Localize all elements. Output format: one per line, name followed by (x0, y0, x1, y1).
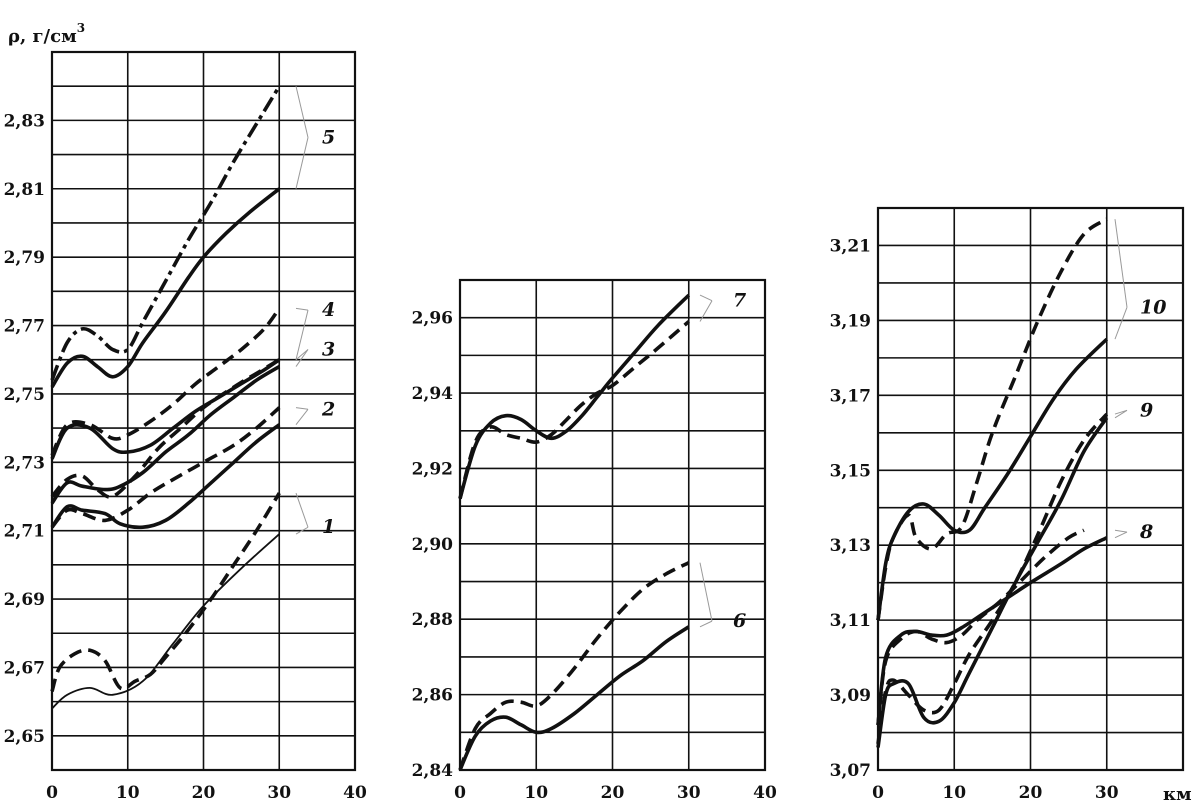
x-axis-unit-label: км (1163, 784, 1192, 804)
curve-label-9: 9 (1140, 399, 1153, 421)
y-tick-label: 2,69 (4, 590, 45, 610)
plot-frame (876, 206, 1185, 772)
chart-panel-right: 3,07 3,09 3,11 3,13 3,15 3,17 3,19 3,21 0 10 20 30 8… (830, 206, 1185, 803)
label-leader-line (295, 86, 309, 138)
plot-frame (458, 278, 767, 772)
label-leader-line (699, 300, 713, 322)
chart-panel-middle: 2,84 2,86 2,88 2,90 2,92 2,94 2,96 0 10 20 30 40 6 7 (412, 278, 777, 803)
label-leader-line (295, 408, 309, 425)
y-tick-label: 3,13 (830, 536, 871, 556)
x-tick-label: 0 (46, 783, 58, 803)
series-line-9-dashed (876, 412, 1109, 745)
label-leader-line (1114, 409, 1128, 419)
y-tick-label: 2,75 (4, 385, 45, 405)
y-tick-label: 2,90 (412, 535, 454, 555)
y-tick-label: 3,19 (830, 311, 871, 331)
series-line-5-solid (50, 187, 281, 389)
series-line-9-solid (876, 416, 1109, 748)
series-line-4-solid (50, 358, 281, 460)
x-tick-label: 10 (116, 783, 140, 803)
x-tick-label: 30 (267, 783, 291, 803)
x-tick-label: 10 (524, 783, 548, 803)
label-leader-line (295, 492, 309, 528)
curve-label-2: 2 (321, 398, 335, 420)
label-leader-line (295, 526, 309, 535)
series-line-7-solid (458, 293, 691, 500)
y-tick-label: 2,79 (4, 248, 45, 268)
label-leader-line (699, 562, 713, 622)
label-leader-line (1114, 409, 1128, 415)
y-tick-label: 2,86 (412, 686, 453, 706)
y-tick-label: 2,65 (4, 727, 45, 747)
y-tick-label: 2,81 (4, 180, 45, 200)
label-leader-line (295, 407, 309, 410)
curve-label-5: 5 (322, 126, 335, 148)
chart-panel-left: 2,65 2,67 2,69 2,71 2,73 2,75 2,77 2,79 2,81 2,83… (4, 50, 367, 803)
label-leader-line (1114, 529, 1128, 533)
y-tick-label: 2,84 (412, 761, 454, 781)
series-line-10-dashed (876, 217, 1108, 621)
y-tick-label: 3,21 (830, 236, 871, 256)
y-tick-label: 2,73 (4, 453, 45, 473)
y-tick-label: 3,09 (830, 686, 871, 706)
curve-label-10: 10 (1140, 296, 1166, 318)
label-leader-line (699, 620, 713, 628)
label-leader-line (295, 349, 309, 367)
y-tick-label: 2,77 (4, 317, 45, 337)
y-tick-label: 2,67 (4, 658, 45, 678)
series-line-2-solid (50, 423, 281, 530)
series-line-3-solid (50, 365, 281, 505)
label-leader-line (1114, 307, 1128, 340)
y-tick-label: 2,96 (412, 309, 453, 329)
x-tick-label: 0 (872, 783, 884, 803)
y-tick-label: 2,71 (4, 522, 45, 542)
curve-label-1: 1 (322, 516, 335, 538)
series-line-5-dashdot (50, 85, 281, 381)
x-tick-label: 30 (1095, 783, 1119, 803)
x-tick-label: 0 (454, 783, 466, 803)
series-line-1-solid-thin (51, 533, 280, 710)
label-leader-line (295, 349, 309, 361)
series-line-2-dashed (50, 406, 281, 529)
curve-label-8: 8 (1139, 521, 1153, 543)
label-leader-line (699, 294, 713, 302)
x-tick-label: 20 (1019, 783, 1043, 803)
series-line-1-dashed (50, 492, 281, 692)
label-leader-line (1114, 531, 1128, 539)
curve-label-7: 7 (733, 290, 746, 312)
x-tick-label: 40 (753, 783, 777, 803)
y-tick-label: 3,15 (830, 461, 871, 481)
y-tick-label: 2,83 (4, 111, 45, 131)
curve-label-4: 4 (322, 299, 335, 321)
y-tick-label: 3,07 (830, 761, 871, 781)
series-line-6-dashed (458, 561, 690, 771)
label-leader-line (295, 307, 309, 311)
x-tick-label: 10 (942, 783, 966, 803)
y-tick-label: 2,88 (412, 610, 453, 630)
y-tick-label: 3,11 (830, 611, 871, 631)
plot-frame (50, 50, 357, 772)
label-leader-line (295, 137, 309, 189)
x-tick-label: 20 (601, 783, 625, 803)
label-leader-line (1114, 219, 1128, 308)
y-axis-title: ρ, г/см3 (8, 21, 85, 47)
series-line-4-dashed (50, 307, 281, 457)
x-tick-label: 30 (677, 783, 701, 803)
series-line-8-dashed (876, 528, 1085, 726)
series-line-8-solid (876, 536, 1108, 726)
x-tick-label: 40 (343, 783, 367, 803)
y-tick-label: 2,94 (412, 384, 454, 404)
curve-label-3: 3 (322, 338, 335, 360)
y-tick-label: 3,17 (830, 386, 871, 406)
series-line-6-solid (458, 625, 690, 771)
x-tick-label: 20 (192, 783, 216, 803)
series-line-7-dashed (458, 320, 690, 500)
curve-label-6: 6 (733, 610, 746, 632)
y-tick-label: 2,92 (412, 459, 453, 479)
label-leader-line (295, 310, 309, 360)
